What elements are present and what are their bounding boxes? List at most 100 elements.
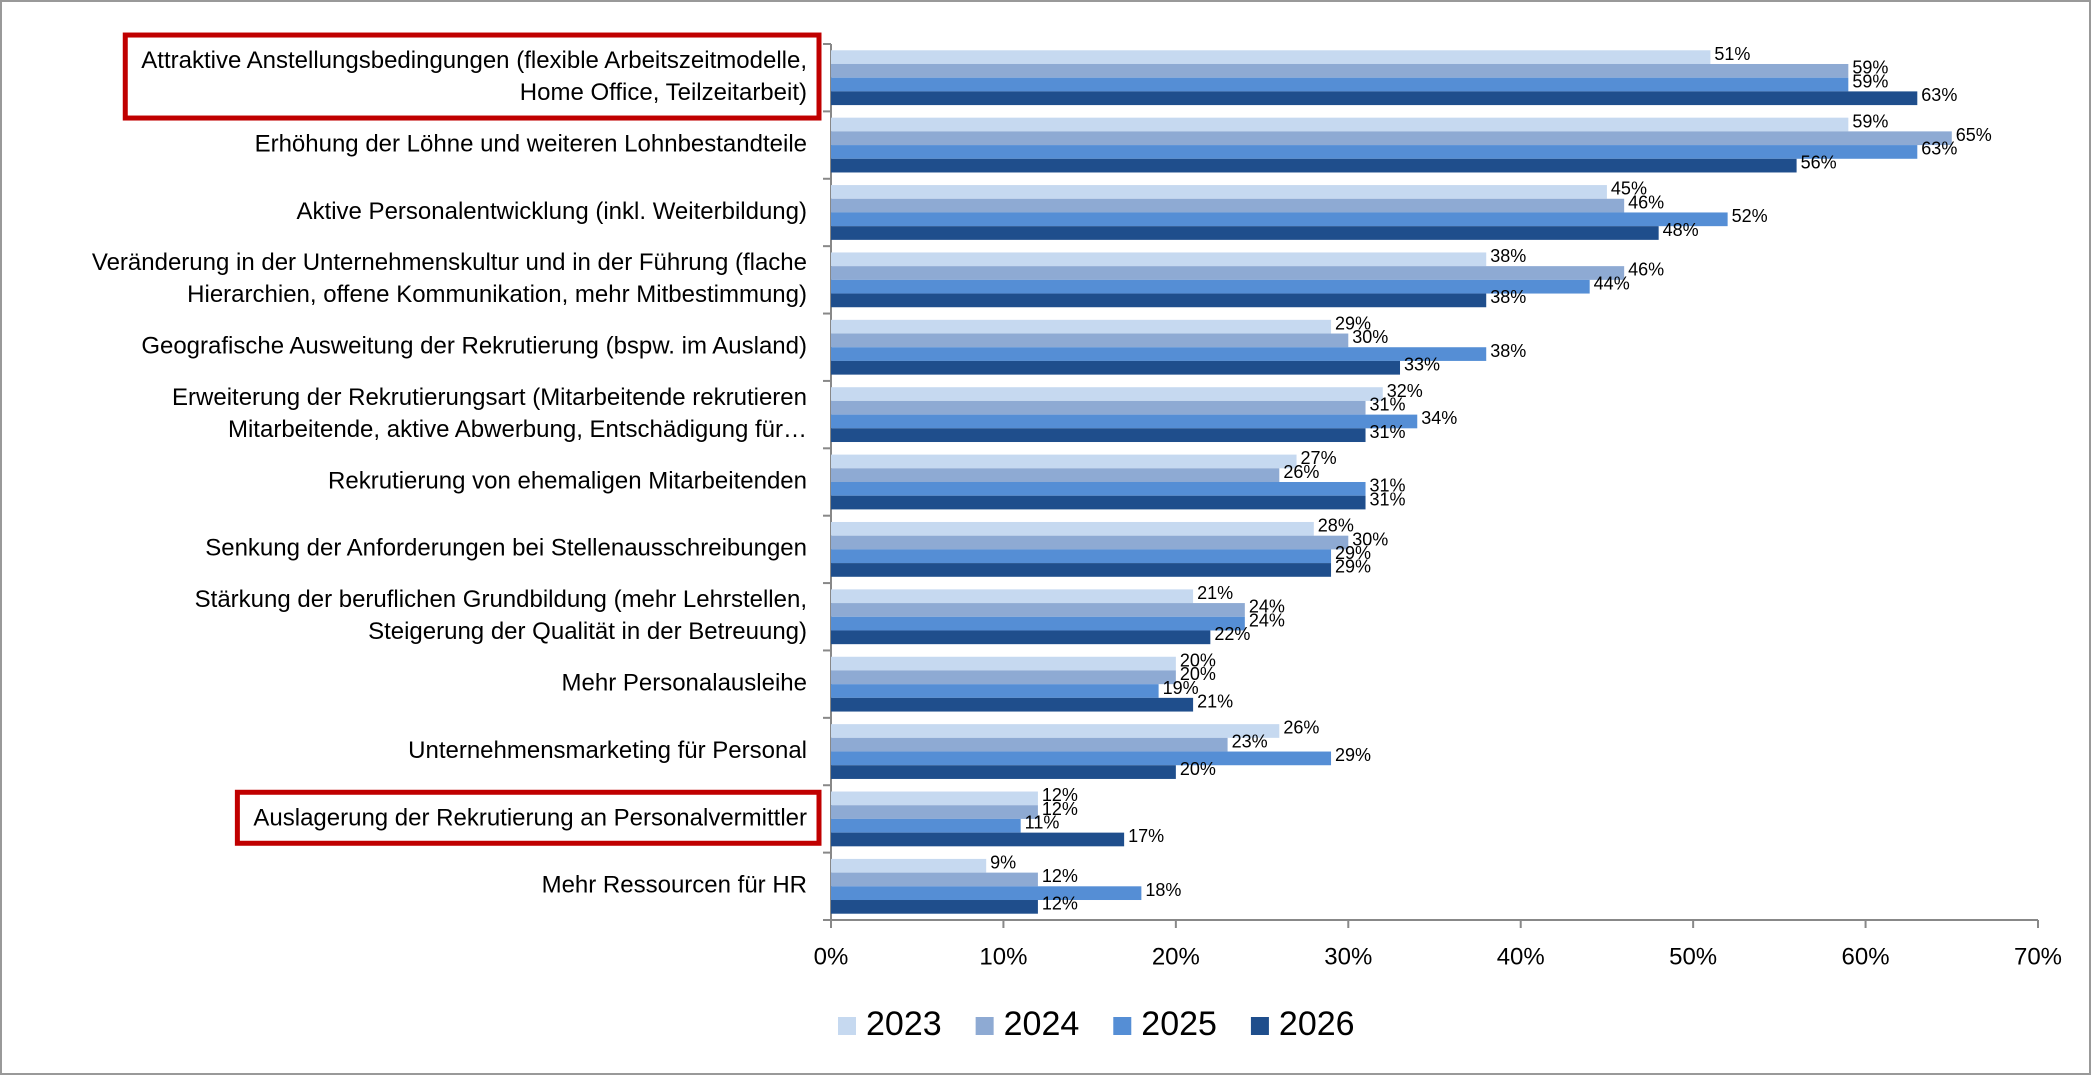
legend-label: 2024 bbox=[1004, 1005, 1080, 1043]
bar bbox=[831, 185, 1607, 199]
value-label: 12% bbox=[1042, 866, 1078, 886]
bar bbox=[831, 886, 1142, 901]
value-label: 51% bbox=[1714, 44, 1750, 64]
bar bbox=[831, 387, 1383, 401]
x-tick-label: 60% bbox=[1842, 943, 1890, 970]
value-label: 59% bbox=[1852, 58, 1888, 78]
highlight-box bbox=[234, 789, 822, 846]
value-label: 63% bbox=[1921, 139, 1957, 159]
value-label: 59% bbox=[1852, 71, 1888, 91]
bar bbox=[831, 521, 1314, 536]
category-label: Auslagerung der Rekrutierung an Personal… bbox=[253, 804, 807, 831]
value-label: 27% bbox=[1301, 448, 1337, 468]
category-label: Attraktive Anstellungsbedingungen (flexi… bbox=[141, 47, 807, 74]
bar bbox=[831, 468, 1280, 482]
value-label: 44% bbox=[1594, 273, 1630, 293]
value-label: 59% bbox=[1852, 111, 1888, 131]
value-label: 34% bbox=[1421, 408, 1457, 428]
bar bbox=[831, 293, 1487, 308]
value-label: 31% bbox=[1370, 476, 1406, 496]
value-label: 26% bbox=[1283, 718, 1319, 738]
category-label: Senkung der Anforderungen bei Stellenaus… bbox=[205, 535, 807, 562]
value-label: 46% bbox=[1628, 192, 1664, 212]
category-label: Veränderung in der Unternehmenskultur un… bbox=[92, 249, 807, 276]
bar bbox=[831, 117, 1849, 132]
bar bbox=[831, 900, 1038, 914]
x-tick-label: 10% bbox=[979, 943, 1027, 970]
bar bbox=[831, 333, 1349, 348]
value-label: 63% bbox=[1921, 85, 1957, 105]
category-label: Mitarbeitende, aktive Abwerbung, Entschä… bbox=[228, 416, 807, 443]
bar bbox=[831, 805, 1038, 819]
bar bbox=[831, 589, 1194, 604]
bar bbox=[831, 63, 1849, 78]
value-label: 18% bbox=[1145, 880, 1181, 900]
bar bbox=[831, 91, 1918, 106]
legend-label: 2025 bbox=[1141, 1005, 1217, 1043]
category-label: Geografische Ausweitung der Rekrutierung… bbox=[141, 333, 807, 360]
bar bbox=[831, 158, 1797, 173]
bar bbox=[831, 266, 1625, 280]
x-tick-label: 40% bbox=[1497, 943, 1545, 970]
value-label: 11% bbox=[1025, 813, 1060, 833]
legend-swatch bbox=[975, 1017, 994, 1035]
value-label: 28% bbox=[1318, 516, 1354, 536]
bar bbox=[831, 131, 1952, 146]
bar bbox=[831, 77, 1849, 92]
x-tick-label: 0% bbox=[814, 943, 849, 970]
bar bbox=[831, 765, 1176, 779]
value-label: 48% bbox=[1663, 220, 1699, 240]
value-label: 20% bbox=[1180, 664, 1216, 684]
value-label: 52% bbox=[1732, 206, 1768, 226]
legend-swatch bbox=[838, 1017, 856, 1035]
bar bbox=[831, 198, 1625, 213]
bar bbox=[831, 279, 1590, 294]
legend-swatch bbox=[1113, 1017, 1132, 1035]
bar bbox=[831, 872, 1038, 887]
x-tick-label: 70% bbox=[2014, 943, 2062, 970]
value-label: 29% bbox=[1335, 543, 1371, 563]
value-label: 24% bbox=[1249, 597, 1285, 617]
category-label: Unternehmensmarketing für Personal bbox=[408, 737, 807, 764]
value-label: 9% bbox=[990, 853, 1016, 873]
value-label: 12% bbox=[1042, 785, 1078, 805]
value-label: 65% bbox=[1956, 125, 1992, 145]
bar bbox=[831, 858, 987, 873]
value-label: 22% bbox=[1214, 624, 1250, 644]
bar bbox=[831, 414, 1418, 429]
value-label: 30% bbox=[1352, 327, 1388, 347]
bar bbox=[831, 737, 1228, 752]
value-label: 19% bbox=[1163, 678, 1199, 698]
value-label: 12% bbox=[1042, 894, 1078, 914]
bar bbox=[831, 563, 1332, 577]
bar bbox=[831, 482, 1366, 496]
bar bbox=[831, 360, 1401, 375]
category-label: Home Office, Teilzeitarbeit) bbox=[520, 79, 807, 106]
bar bbox=[831, 724, 1280, 738]
category-label: Steigerung der Qualität in der Betreuung… bbox=[368, 618, 807, 645]
bar bbox=[831, 50, 1711, 64]
x-tick-label: 30% bbox=[1324, 943, 1372, 970]
value-label: 26% bbox=[1283, 462, 1319, 482]
value-label: 38% bbox=[1490, 246, 1526, 266]
value-label: 23% bbox=[1232, 731, 1268, 751]
value-label: 20% bbox=[1180, 650, 1216, 670]
legend-label: 2026 bbox=[1279, 1005, 1355, 1043]
bar bbox=[831, 656, 1176, 671]
bar bbox=[831, 684, 1159, 698]
value-label: 20% bbox=[1180, 759, 1216, 779]
value-label: 31% bbox=[1370, 422, 1406, 442]
bar bbox=[831, 535, 1349, 550]
value-label: 29% bbox=[1335, 557, 1371, 577]
bar bbox=[831, 454, 1297, 469]
value-label: 31% bbox=[1370, 395, 1406, 415]
category-label: Hierarchien, offene Kommunikation, mehr … bbox=[187, 281, 807, 308]
category-label: Erhöhung der Löhne und weiteren Lohnbest… bbox=[255, 130, 807, 157]
bar bbox=[831, 616, 1245, 631]
value-label: 46% bbox=[1628, 260, 1664, 280]
bar bbox=[831, 212, 1728, 227]
bar bbox=[831, 818, 1021, 833]
value-label: 38% bbox=[1490, 287, 1526, 307]
value-label: 30% bbox=[1352, 529, 1388, 549]
